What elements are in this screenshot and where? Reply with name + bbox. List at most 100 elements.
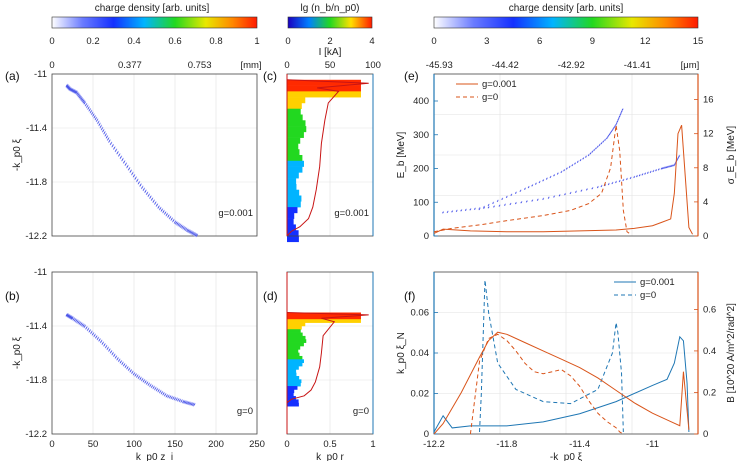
colorbar-1-bar — [51, 16, 258, 29]
energy-particle — [595, 147, 598, 149]
beam-particle — [163, 391, 165, 393]
beam-particle — [96, 335, 98, 337]
panel-label: (c) — [263, 69, 277, 83]
y-tick-label: 100 — [413, 197, 429, 208]
y-axis-label: -k_p0 ξ — [12, 336, 23, 369]
beam-particle — [132, 171, 134, 173]
y-tick-label: -11.4 — [26, 321, 47, 332]
beam-particle — [88, 106, 90, 108]
beam-particle — [139, 375, 141, 377]
energy-particle — [497, 199, 499, 201]
beam-particle — [99, 338, 101, 340]
beam-particle — [83, 98, 85, 101]
beam-particle — [180, 398, 182, 400]
beam-particle — [93, 332, 95, 334]
x-tick-label: -11.4 — [569, 439, 590, 450]
beam-particle — [126, 162, 128, 164]
energy-particle — [554, 174, 556, 176]
colorbar-3-tick: 0 — [431, 36, 436, 47]
beam-particle — [96, 116, 98, 118]
panel-e: (e) 0 100 200 300 400 0 4 8 12 16 E_b [MeV] σ_E_b [M… — [396, 60, 737, 242]
energy-particle — [601, 141, 603, 144]
density-band — [287, 396, 296, 400]
y-tick-label: 200 — [413, 164, 429, 175]
colorbar-3-ticks: 0 3 6 9 12 15 — [431, 36, 703, 47]
beam-particle — [134, 173, 136, 176]
beam-particle — [145, 380, 147, 382]
current-line — [286, 312, 369, 404]
beam-particle — [168, 214, 170, 216]
beam-particle — [185, 400, 187, 402]
top-tick-label: 0 — [284, 60, 289, 71]
density-band — [287, 342, 304, 347]
beam-particle — [167, 393, 169, 396]
density-band — [287, 126, 307, 133]
energy-particle — [543, 197, 545, 199]
beam-particle — [97, 118, 99, 120]
beam-particle — [180, 223, 182, 225]
beam-particle — [153, 385, 156, 387]
energy-particle — [520, 189, 522, 191]
y2-axis-label: B [10^20 A/m^2/rad^2] — [726, 303, 737, 403]
beam-particle — [168, 394, 170, 396]
beam-particle — [134, 371, 136, 374]
series-line — [433, 125, 631, 235]
top-tick-label: 0.753 — [188, 60, 212, 71]
beam-particle — [165, 211, 167, 213]
beam-particle — [147, 381, 149, 383]
energy-particle — [548, 196, 550, 198]
density-band — [287, 335, 306, 340]
y-tick-label: -12.2 — [25, 231, 47, 242]
beam-particle — [78, 320, 80, 322]
density-band — [287, 102, 302, 110]
density-band — [287, 369, 297, 374]
x-tick-label: -11.8 — [496, 439, 517, 450]
energy-particle — [515, 191, 517, 193]
beam-particle — [189, 401, 191, 403]
beam-particle — [103, 341, 105, 343]
energy-particle — [655, 168, 658, 171]
density-band — [287, 322, 306, 327]
beam-particle — [181, 224, 183, 226]
beam-particle — [187, 400, 189, 402]
beam-particle — [111, 349, 113, 352]
energy-particle — [665, 166, 667, 168]
beam-particle — [150, 195, 152, 197]
panel-c: (c) g=0.001 0 50 100 I [kA] — [263, 47, 381, 243]
beam-particle — [129, 367, 131, 369]
beam-particle — [127, 164, 129, 166]
colorbar-1-tick: 0.2 — [86, 36, 99, 47]
density-band — [287, 339, 307, 343]
top-tick-label: -45.93 — [426, 60, 453, 71]
energy-particle — [601, 184, 603, 186]
colorbar-2-tick: 4 — [369, 36, 374, 47]
density-band — [287, 355, 303, 360]
beam-particle — [93, 113, 95, 115]
energy-particle — [574, 162, 577, 164]
beam-particle — [109, 348, 111, 350]
energy-particle — [539, 180, 541, 182]
top-tick-label: -42.92 — [558, 60, 585, 71]
density-band — [287, 236, 299, 243]
beam-particle — [102, 126, 104, 128]
top-tick-label: 100 — [365, 60, 381, 71]
density-band — [287, 365, 299, 370]
energy-particle — [515, 201, 517, 203]
beam-particle — [104, 130, 106, 133]
beam-particle — [188, 401, 190, 403]
panel-label: (d) — [263, 289, 278, 303]
density-band — [287, 201, 301, 208]
density-band — [287, 345, 301, 350]
beam-particle — [190, 401, 192, 403]
energy-particle — [630, 176, 632, 178]
beam-particle — [171, 217, 174, 219]
density-band — [287, 120, 306, 127]
energy-particle — [483, 205, 486, 207]
density-band — [287, 382, 301, 387]
energy-particle — [447, 210, 449, 212]
energy-particle — [537, 198, 539, 200]
density-band — [287, 389, 295, 394]
energy-particle — [561, 170, 563, 172]
energy-particle — [506, 195, 508, 197]
